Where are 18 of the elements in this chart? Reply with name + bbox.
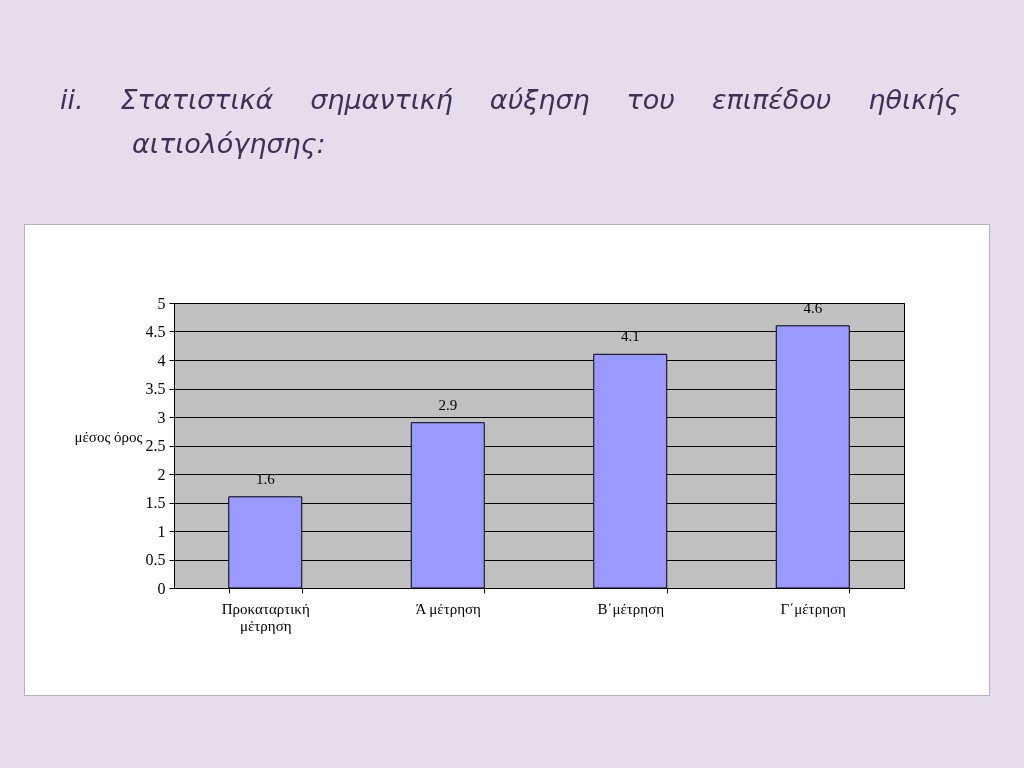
y-tick-label: 0.5 bbox=[145, 551, 166, 568]
y-tick-label: 5 bbox=[157, 294, 166, 312]
x-tick-label: Γ΄μέτρηση bbox=[780, 600, 847, 617]
data-label: 2.9 bbox=[438, 396, 458, 413]
y-tick-label: 2 bbox=[157, 465, 166, 483]
x-tick-label: Β΄μέτρηση bbox=[597, 600, 665, 617]
y-axis-title: μέσος όρος bbox=[74, 429, 143, 446]
y-tick-label: 2.5 bbox=[145, 437, 166, 454]
y-tick-label: 4.5 bbox=[145, 323, 166, 340]
chart-title: ii. Στατιστικά σημαντική αύξηση του επιπέδου ηθικής αιτιολόγησης: bbox=[60, 83, 960, 161]
x-tick-label: Προκαταρτική μέτρηση bbox=[221, 600, 310, 634]
y-tick-label: 1.5 bbox=[145, 494, 166, 511]
y-tick-label: 0 bbox=[157, 579, 166, 597]
y-tick-label: 3 bbox=[157, 408, 166, 426]
x-tick-label: Ά μέτρηση bbox=[415, 600, 482, 617]
y-tick-label: 1 bbox=[157, 522, 166, 540]
y-tick-label: 3.5 bbox=[145, 380, 166, 397]
y-tick-label: 4 bbox=[157, 351, 166, 369]
